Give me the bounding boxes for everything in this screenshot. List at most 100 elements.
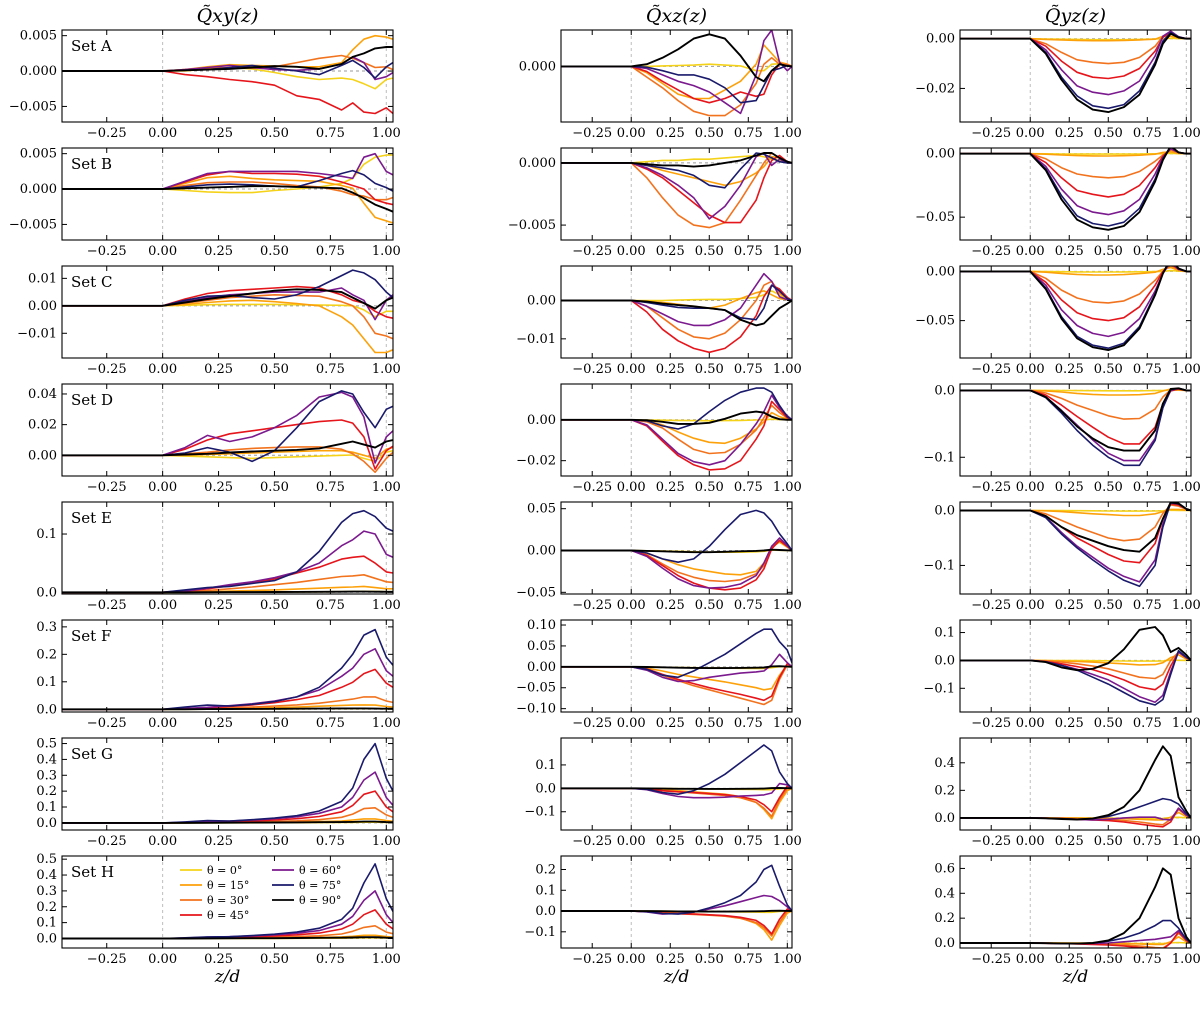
x-tick-label: 0.75 [734, 834, 763, 849]
series-line--15- [561, 910, 792, 941]
y-tick-label: −0.1 [524, 925, 556, 940]
panel-set-a-col1: −0.25 0.00 0.25 0.50 0.75 1.00 0.000 [519, 29, 802, 141]
y-tick-label: 0.4 [934, 756, 955, 771]
panel-frame [560, 737, 793, 831]
panel-set-h-col1: −0.25 0.00 0.25 0.50 0.75 1.00 −0.1 0.0 0.1 0.2 [524, 855, 802, 967]
x-tick-label: 0.75 [734, 716, 763, 731]
x-tick-label: −0.25 [971, 952, 1011, 967]
y-tick-label: −0.05 [516, 681, 556, 696]
x-tick-label: 0.25 [204, 244, 233, 259]
x-tick-label: 0.00 [148, 480, 177, 495]
y-tick-label: 0.00 [28, 299, 57, 314]
series-group [561, 744, 792, 820]
x-tick-label: 0.75 [316, 834, 345, 849]
x-tick-label: 1.00 [372, 952, 401, 967]
x-tick-label: 0.25 [656, 598, 685, 613]
x-tick-label: 0.50 [695, 362, 724, 377]
panel-set-g-col0: −0.25 0.00 0.25 0.50 0.75 1.00 0.00.10.20.30.4… [36, 737, 400, 849]
column-title-0: Q̃xy(z) [197, 5, 259, 27]
y-tick-label: 0.1 [934, 626, 955, 641]
series-line--30- [62, 696, 393, 711]
x-tick-label: 1.00 [1172, 126, 1200, 141]
x-tick-label: −0.25 [87, 126, 127, 141]
y-tick-label: −0.005 [508, 218, 556, 233]
series-line--30- [561, 152, 792, 229]
panel-set-g-col2: −0.25 0.00 0.25 0.50 0.75 1.00 0.0 0.2 0.4 [934, 737, 1200, 849]
panel-frame [560, 855, 793, 949]
y-tick-label: 0.0 [934, 504, 955, 519]
legend-label: θ = 60° [299, 864, 341, 877]
x-tick-label: 1.00 [773, 244, 802, 259]
x-tick-label: 0.00 [1016, 952, 1045, 967]
x-tick-label: 0.50 [695, 598, 724, 613]
x-tick-label: 0.00 [1016, 126, 1045, 141]
y-tick-label: 0.0 [934, 811, 955, 826]
panel-set-c-col1: −0.25 0.00 0.25 0.50 0.75 1.00 −0.01 0.00 [516, 265, 802, 377]
x-tick-label: 1.00 [1172, 362, 1200, 377]
series-line--90- [561, 909, 792, 913]
x-tick-label: 0.75 [316, 244, 345, 259]
legend-label: θ = 15° [207, 879, 249, 892]
x-tick-label: −0.25 [572, 834, 612, 849]
x-tick-label: 0.75 [734, 126, 763, 141]
y-tick-label: −0.005 [9, 99, 57, 114]
y-tick-label: 0.00 [527, 294, 556, 309]
y-tick-label: 0.1 [36, 527, 57, 542]
x-tick-label: 0.25 [204, 480, 233, 495]
x-tick-label: 0.75 [1133, 244, 1162, 259]
x-tick-label: 0.25 [1055, 362, 1084, 377]
x-tick-label: 0.00 [148, 126, 177, 141]
series-group [561, 272, 792, 354]
y-tick-label: 0.0 [36, 816, 57, 831]
x-tick-label: −0.25 [971, 716, 1011, 731]
x-tick-label: −0.25 [87, 716, 127, 731]
panel-set-c-col0: −0.25 0.00 0.25 0.50 0.75 1.00 −0.01 0.00 0.01 Se… [17, 265, 401, 377]
y-tick-label: 0.1 [36, 916, 57, 931]
y-tick-label: 0.0 [36, 702, 57, 717]
series-line--60- [960, 929, 1191, 945]
panel-set-a-col0: −0.25 0.00 0.25 0.50 0.75 1.00 −0.005 0.000 0.00… [9, 29, 401, 141]
x-axis-label: z/d [1062, 967, 1089, 987]
series-line--90- [960, 148, 1191, 231]
series-line--75- [960, 919, 1191, 945]
x-tick-label: 0.00 [148, 598, 177, 613]
series-line--90- [960, 867, 1191, 945]
x-tick-label: 0.00 [148, 362, 177, 377]
series-line--45- [561, 539, 792, 591]
series-line--90- [62, 820, 393, 824]
series-group [561, 509, 792, 591]
x-tick-label: 0.00 [617, 126, 646, 141]
y-tick-label: 0.05 [527, 502, 556, 517]
x-tick-label: 0.00 [617, 716, 646, 731]
series-line--75- [561, 864, 792, 915]
x-tick-label: 0.00 [148, 834, 177, 849]
x-tick-label: 0.50 [695, 480, 724, 495]
x-tick-label: 0.25 [204, 362, 233, 377]
column-title-1: Q̃xz(z) [646, 5, 707, 27]
series-group [561, 30, 792, 117]
x-tick-label: −0.25 [572, 244, 612, 259]
x-tick-label: 1.00 [1172, 834, 1200, 849]
x-tick-label: 0.00 [617, 480, 646, 495]
series-line--90- [960, 745, 1191, 821]
x-tick-label: 0.00 [1016, 362, 1045, 377]
x-tick-label: 0.25 [204, 952, 233, 967]
legend-label: θ = 30° [207, 894, 249, 907]
x-tick-label: 0.50 [1094, 834, 1123, 849]
y-tick-label: 0.01 [28, 271, 57, 286]
series-group [960, 502, 1191, 588]
y-tick-label: 0.00 [28, 448, 57, 463]
panel-set-f-col1: −0.25 0.00 0.25 0.50 0.75 1.00 −0.10 −0.05 0.00 0… [516, 618, 802, 731]
x-tick-label: 0.75 [734, 598, 763, 613]
series-group [62, 863, 393, 940]
x-tick-label: 0.25 [204, 598, 233, 613]
x-tick-label: 1.00 [773, 716, 802, 731]
x-tick-label: 0.50 [695, 126, 724, 141]
x-tick-label: 0.50 [1094, 716, 1123, 731]
x-tick-label: 0.50 [1094, 952, 1123, 967]
x-axis-label: z/d [663, 967, 690, 987]
panel-frame [560, 29, 793, 123]
panel-frame [61, 737, 394, 831]
x-tick-label: 0.25 [1055, 952, 1084, 967]
y-tick-label: 0.2 [36, 647, 57, 662]
